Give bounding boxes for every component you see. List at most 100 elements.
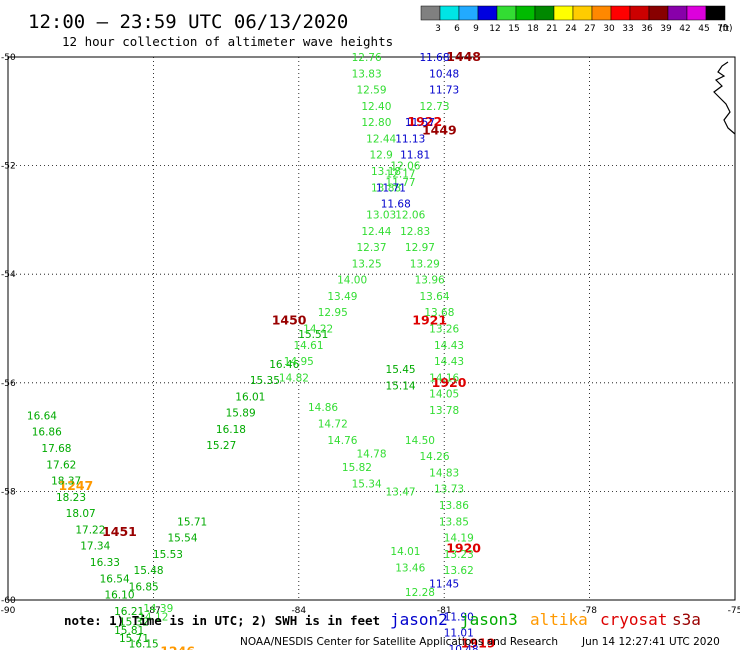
point-label: 1449 — [422, 122, 457, 137]
point-label: 13.85 — [439, 516, 469, 528]
point-label: 14.01 — [390, 546, 420, 558]
point-label: 13.46 — [395, 562, 425, 574]
point-label: 15.51 — [298, 329, 328, 341]
point-label: 15.89 — [226, 408, 256, 420]
color-bin-label: 39 — [660, 24, 672, 34]
point-label: 10.48 — [429, 68, 459, 80]
point-label: 13.88 — [371, 182, 401, 194]
data-labels: 1448 1449 1450 1451 1922 1921 1920 1920 1919 1247… — [27, 49, 496, 650]
color-bin-label: 21 — [546, 24, 557, 34]
color-bin-label: 33 — [622, 24, 633, 34]
point-label: 12.83 — [400, 226, 430, 238]
point-label: 12.44 — [366, 133, 396, 145]
point-label: 11.90 — [444, 611, 474, 623]
y-tick-label: -54 — [1, 270, 16, 280]
color-bin — [496, 5, 517, 21]
color-bin — [667, 5, 688, 21]
point-label: 13.03 — [366, 209, 396, 221]
point-label: 12.59 — [356, 85, 386, 97]
color-bin-label: 70 — [717, 24, 729, 34]
color-bin — [477, 5, 498, 21]
point-label: 17.22 — [75, 524, 105, 536]
color-bin-label: 30 — [603, 24, 615, 34]
point-label: 15.14 — [386, 381, 416, 393]
legend-entry: jason2 — [390, 610, 448, 629]
point-label: 14.61 — [293, 340, 323, 352]
point-label: 12.17 — [386, 169, 416, 181]
point-label: 13.62 — [444, 565, 474, 577]
point-label: 15.27 — [206, 440, 236, 452]
point-label: 13.25 — [352, 258, 382, 270]
x-tick-label: -78 — [582, 606, 597, 616]
point-label: 12.76 — [352, 52, 382, 64]
point-label: 11.01 — [444, 628, 474, 640]
point-label: 15.71 — [119, 633, 149, 645]
point-label: 17.68 — [41, 443, 71, 455]
x-tick-label: -81 — [437, 606, 452, 616]
point-label: 16.01 — [235, 391, 265, 403]
point-label: 13.47 — [386, 486, 416, 498]
point-label: 14.72 — [318, 419, 348, 431]
point-label: 1922 — [407, 114, 442, 129]
point-label: 16.15 — [129, 638, 159, 650]
legend-entry: altika — [530, 610, 588, 629]
color-bin-label: 42 — [679, 24, 690, 34]
color-bin — [420, 5, 441, 21]
point-label: 1247 — [58, 478, 93, 493]
point-label: 17.62 — [46, 459, 76, 471]
point-label: 10.48 — [449, 644, 479, 650]
point-label: 13.64 — [419, 291, 449, 303]
point-label: 14.86 — [308, 402, 338, 414]
point-label: 12.06 — [390, 161, 420, 173]
credit-line: NOAA/NESDIS Center for Satellite Applica… — [240, 636, 558, 648]
color-bin — [629, 5, 650, 21]
plot-frame — [7, 56, 736, 601]
point-label: 14.83 — [429, 467, 459, 479]
point-label: 1448 — [446, 49, 481, 64]
point-label: 13.23 — [444, 549, 474, 561]
coastline — [713, 61, 736, 135]
point-label: 1450 — [272, 312, 307, 327]
point-label: 14.78 — [356, 448, 386, 460]
point-label: 16.21 — [114, 606, 144, 618]
generated-timestamp: Jun 14 12:27:41 UTC 2020 — [581, 636, 720, 648]
point-label: 16.54 — [100, 573, 130, 585]
color-bin — [458, 5, 479, 21]
color-bin — [705, 5, 726, 21]
point-label: 1920 — [446, 540, 481, 555]
point-label: 1921 — [412, 312, 447, 327]
point-label: 13.68 — [424, 307, 454, 319]
point-label: 15.34 — [352, 478, 382, 490]
x-tick-label: -75 — [728, 606, 740, 616]
axis-tick-labels: -90 -87 -84 -81 -78 -75 -50 -52 -54 -56 -58 -60 — [1, 53, 740, 616]
point-label: 14.22 — [303, 324, 333, 336]
point-label: 12.97 — [405, 242, 435, 254]
point-label: 14.16 — [429, 372, 459, 384]
point-label: 14.76 — [327, 435, 357, 447]
legend-entry: jason3 — [460, 610, 518, 629]
point-label: 12.37 — [356, 242, 386, 254]
point-label: 14.19 — [444, 533, 474, 545]
point-label: 16.86 — [32, 427, 62, 439]
color-bin-label: 18 — [527, 24, 539, 34]
color-bin — [648, 5, 669, 21]
point-label: 1451 — [102, 524, 137, 539]
color-bin-label: 3 — [435, 24, 441, 34]
color-bin-label: 27 — [584, 24, 595, 34]
footer-note: note: 1) Time is in UTC; 2) SWH is in fe… — [64, 613, 380, 628]
point-label: 13.26 — [429, 324, 459, 336]
point-label: 13.86 — [439, 500, 469, 512]
y-tick-label: -58 — [1, 487, 16, 497]
point-label: 14.43 — [434, 340, 464, 352]
legend-entry: cryosat — [600, 610, 667, 629]
point-label: 15.54 — [167, 533, 197, 545]
point-label: 16.85 — [129, 581, 159, 593]
color-bin — [553, 5, 574, 21]
coastline-fragment — [713, 61, 736, 135]
color-bin-label: 15 — [508, 24, 519, 34]
point-label: 1919 — [461, 635, 496, 650]
y-tick-label: -50 — [1, 53, 16, 63]
x-tick-label: -87 — [146, 606, 161, 616]
point-label: 13.49 — [327, 291, 357, 303]
